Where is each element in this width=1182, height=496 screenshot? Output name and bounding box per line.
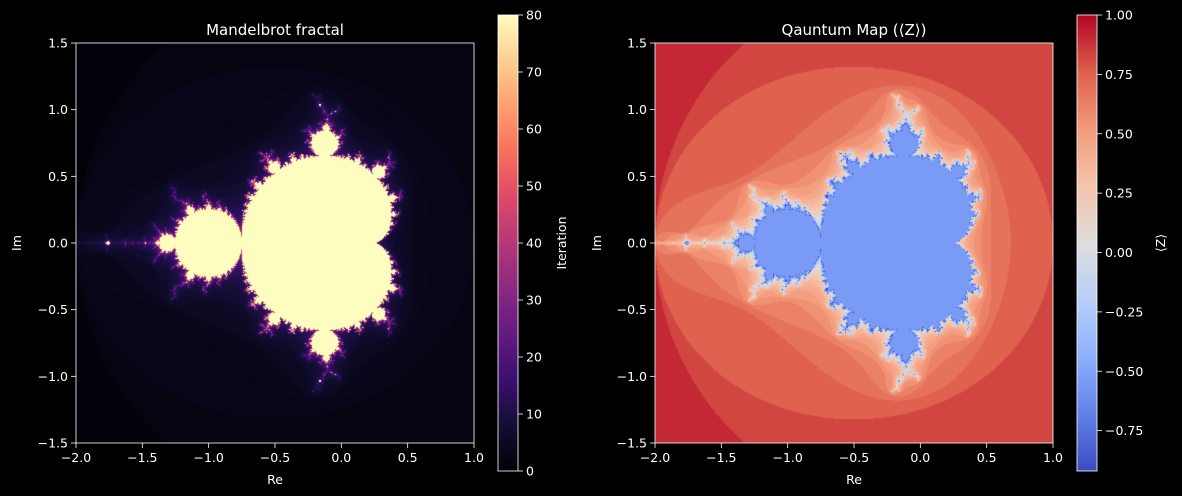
y-tick-label: 1.0 (627, 102, 647, 117)
y-tick-label: 1.0 (48, 102, 68, 117)
y-tick-label: −1.0 (38, 369, 68, 384)
y-tick-label: 0.0 (627, 236, 647, 251)
z-expectation-colorbar-label: ⟨Z⟩ (1153, 234, 1168, 252)
y-tick-label: 0.5 (627, 169, 647, 184)
x-tick-label: −1.5 (127, 450, 157, 465)
x-tick-label: −0.5 (260, 450, 290, 465)
x-tick-label: 0.5 (977, 450, 997, 465)
x-tick-label: 1.0 (1043, 450, 1063, 465)
x-tick-label: 0.0 (331, 450, 351, 465)
x-tick-label: −0.5 (839, 450, 869, 465)
mandelbrot-heatmap-image (76, 43, 474, 443)
y-tick-label: −0.5 (617, 302, 647, 317)
x-tick-label: −2.0 (640, 450, 670, 465)
mandelbrot-y-ticks: −1.5 −1.0 −0.5 0.0 0.5 1.0 1.5 (38, 36, 76, 451)
mandelbrot-y-axis-label: Im (9, 235, 24, 251)
y-tick-label: 1.5 (627, 36, 647, 51)
x-tick-label: −1.5 (706, 450, 736, 465)
mandelbrot-x-ticks: −2.0 −1.5 −1.0 −0.5 0.0 0.5 1.0 (61, 443, 484, 465)
colorbar-tick-label: −0.25 (1105, 304, 1143, 319)
colorbar-tick-label: −0.75 (1105, 423, 1143, 438)
colorbar-tick-label: 40 (526, 236, 542, 251)
x-tick-label: −1.0 (772, 450, 802, 465)
colorbar-tick-label: 0.75 (1105, 67, 1133, 82)
y-tick-label: −1.5 (38, 436, 68, 451)
colorbar-tick-label: 0.00 (1105, 245, 1133, 260)
x-tick-label: 0.0 (910, 450, 930, 465)
y-tick-label: 0.5 (48, 169, 68, 184)
y-tick-label: 0.0 (48, 236, 68, 251)
x-tick-label: 0.5 (398, 450, 418, 465)
colorbar-tick-label: 0.50 (1105, 126, 1133, 141)
x-tick-label: −2.0 (61, 450, 91, 465)
quantum-map-heatmap-image (655, 43, 1053, 443)
iteration-colorbar-label: Iteration (554, 216, 569, 269)
z-expectation-colorbar-frame (1076, 14, 1098, 472)
quantum-map-panel: Qauntum Map (⟨Z⟩) −2.0 −1.5 −1.0 −0.5 0.0 0.5… (589, 8, 1168, 488)
quantum-map-x-ticks: −2.0 −1.5 −1.0 −0.5 0.0 0.5 1.0 (640, 443, 1063, 465)
y-tick-label: 1.5 (48, 36, 68, 51)
quantum-map-y-ticks: −1.5 −1.0 −0.5 0.0 0.5 1.0 1.5 (617, 36, 655, 451)
quantum-map-x-axis-label: Re (846, 472, 862, 487)
y-tick-label: −0.5 (38, 302, 68, 317)
colorbar-tick-label: 10 (526, 407, 542, 422)
quantum-map-title: Qauntum Map (⟨Z⟩) (782, 21, 927, 39)
colorbar-tick-label: 50 (526, 179, 542, 194)
x-tick-label: 1.0 (464, 450, 484, 465)
colorbar-tick-label: 60 (526, 122, 542, 137)
iteration-colorbar-ticks: 0 10 20 30 40 50 60 70 80 (518, 8, 542, 479)
mandelbrot-title: Mandelbrot fractal (206, 21, 344, 39)
x-tick-label: −1.0 (193, 450, 223, 465)
colorbar-tick-label: 1.00 (1105, 8, 1133, 23)
colorbar-tick-label: 20 (526, 350, 542, 365)
colorbar-tick-label: 0 (526, 464, 534, 479)
colorbar-tick-label: 0.25 (1105, 186, 1133, 201)
z-expectation-colorbar-ticks: −0.75 −0.50 −0.25 0.00 0.25 0.50 0.75 1.00 (1097, 8, 1143, 438)
colorbar-tick-label: 80 (526, 8, 542, 23)
colorbar-tick-label: 70 (526, 65, 542, 80)
colorbar-tick-label: −0.50 (1105, 364, 1143, 379)
z-expectation-colorbar (1077, 15, 1097, 471)
y-tick-label: −1.0 (617, 369, 647, 384)
mandelbrot-panel: Mandelbrot fractal −2.0 −1.5 −1.0 −0.5 0.0 0.… (9, 8, 569, 488)
mandelbrot-x-axis-label: Re (267, 472, 283, 487)
quantum-map-y-axis-label: Im (589, 235, 604, 251)
y-tick-label: −1.5 (617, 436, 647, 451)
iteration-colorbar (498, 15, 518, 471)
colorbar-tick-label: 30 (526, 293, 542, 308)
